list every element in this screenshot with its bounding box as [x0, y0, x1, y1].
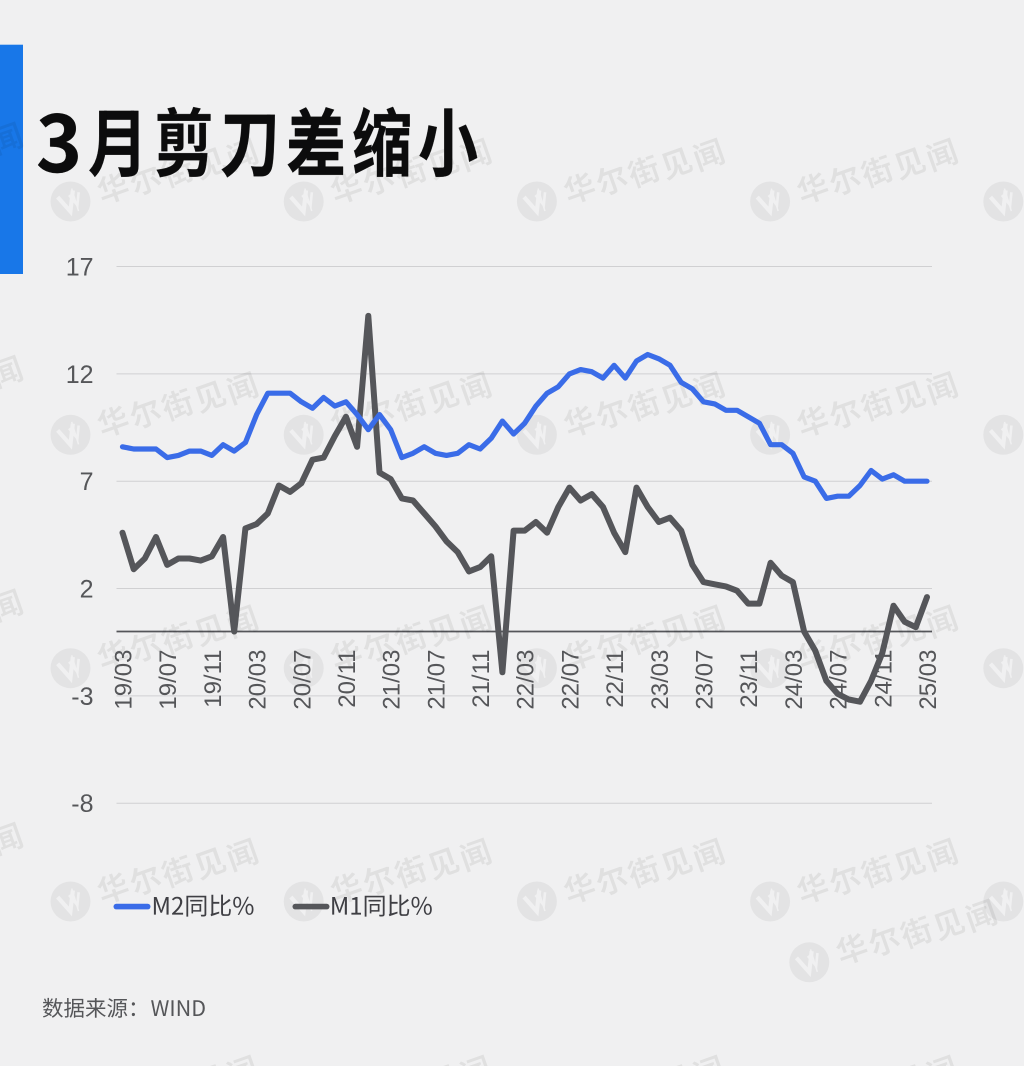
svg-text:12: 12	[66, 361, 94, 389]
svg-text:-3: -3	[71, 683, 93, 711]
svg-text:23/03: 23/03	[647, 650, 674, 710]
svg-text:20/03: 20/03	[245, 650, 272, 710]
svg-text:-8: -8	[71, 790, 93, 818]
svg-text:24/03: 24/03	[781, 650, 808, 710]
svg-text:21/07: 21/07	[423, 650, 450, 710]
svg-text:22/07: 22/07	[557, 650, 584, 710]
svg-text:25/03: 25/03	[915, 650, 942, 710]
svg-text:23/07: 23/07	[692, 650, 719, 710]
svg-text:17: 17	[66, 253, 94, 281]
svg-text:19/11: 19/11	[200, 650, 227, 708]
svg-text:21/03: 21/03	[379, 650, 406, 710]
svg-text:23/11: 23/11	[736, 650, 763, 708]
svg-text:19/07: 19/07	[155, 650, 182, 710]
svg-text:19/03: 19/03	[111, 650, 138, 710]
svg-text:20/07: 20/07	[289, 650, 316, 710]
svg-text:22/11: 22/11	[602, 650, 629, 708]
svg-text:2: 2	[80, 575, 94, 603]
svg-text:21/11: 21/11	[468, 650, 495, 708]
svg-text:22/03: 22/03	[513, 650, 540, 710]
svg-text:7: 7	[80, 468, 94, 496]
svg-text:20/11: 20/11	[334, 650, 361, 708]
